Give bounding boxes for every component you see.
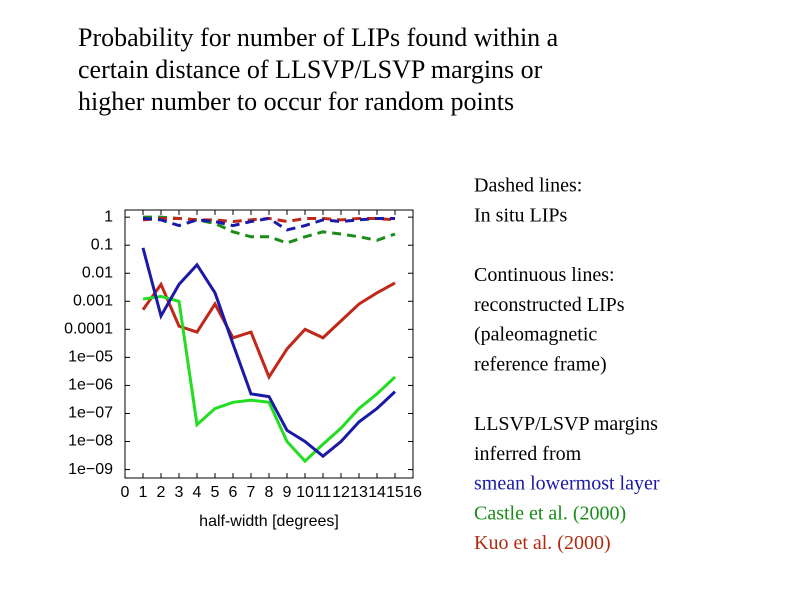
slide-title: certain distance of LLSVP/LSVP margins o… [78, 55, 543, 84]
x-tick-label: 16 [404, 484, 422, 501]
note-line: Kuo et al. (2000) [474, 532, 611, 554]
x-tick-label: 7 [247, 484, 256, 501]
y-tick-label: 0.001 [73, 293, 113, 310]
x-tick-label: 4 [193, 484, 202, 501]
note-line: Continuous lines: [474, 264, 615, 286]
note-line: (paleomagnetic [474, 324, 597, 346]
x-tick-label: 10 [296, 484, 314, 501]
dashed-line [142, 216, 395, 232]
x-axis-label: half-width [degrees] [199, 513, 339, 530]
x-tick-label: 12 [332, 484, 350, 501]
x-tick-label: 13 [350, 484, 368, 501]
y-tick-label: 0.0001 [64, 321, 113, 338]
dashed-line [143, 215, 396, 245]
x-tick-label: 6 [229, 484, 238, 501]
note-line: reference frame) [474, 353, 607, 375]
note-line: Castle et al. (2000) [474, 502, 626, 524]
x-tick-label: 14 [368, 484, 386, 501]
note-line: reconstructed LIPs [474, 294, 625, 316]
x-tick-label: 2 [157, 484, 166, 501]
solid-line [142, 294, 397, 464]
y-tick-label: 1 [104, 208, 113, 225]
x-tick-label: 0 [121, 484, 130, 501]
x-tick-label: 11 [315, 484, 332, 501]
x-tick-label: 9 [283, 484, 292, 501]
note-line: LLSVP/LSVP margins [474, 413, 658, 435]
note-line: inferred from [474, 443, 582, 465]
plot-frame [124, 209, 414, 479]
slide-title: Probability for number of LIPs found wit… [78, 23, 559, 52]
solid-line [141, 281, 396, 381]
note-line: smean lowermost layer [474, 473, 660, 495]
y-tick-label: 1e−09 [68, 461, 113, 478]
dashed-line [142, 216, 396, 224]
x-tick-label: 15 [386, 484, 404, 501]
y-tick-label: 1e−08 [68, 433, 113, 450]
x-tick-label: 3 [175, 484, 184, 501]
y-tick-label: 1e−06 [68, 377, 113, 394]
slide-title: higher number to occur for random points [78, 87, 514, 116]
note-line: In situ LIPs [474, 204, 568, 226]
x-tick-label: 1 [139, 484, 148, 501]
y-tick-label: 0.01 [82, 264, 113, 281]
y-tick-label: 1e−05 [68, 349, 113, 366]
y-tick-label: 1e−07 [68, 405, 113, 422]
x-tick-label: 5 [211, 484, 220, 501]
note-line: Dashed lines: [474, 175, 582, 197]
solid-line [141, 247, 397, 459]
y-tick-label: 0.1 [91, 236, 113, 253]
x-tick-label: 8 [265, 484, 274, 501]
